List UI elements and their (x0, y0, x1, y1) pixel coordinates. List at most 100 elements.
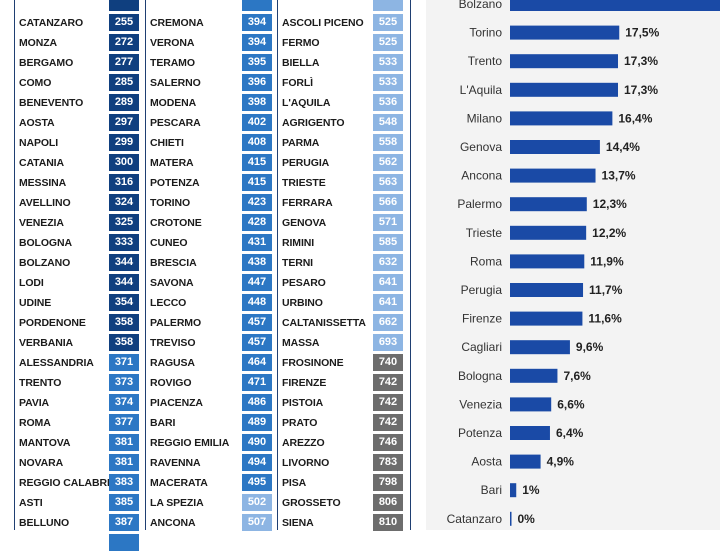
bar-category-label: Genova (460, 140, 502, 154)
value-cell: 289 (109, 94, 139, 111)
city-name: MODENA (150, 97, 197, 109)
value-cell: 525 (373, 34, 403, 51)
table-row: FIRENZE 742 (277, 373, 411, 393)
table-row: CREMONA 394 (145, 13, 279, 33)
value-cell: 316 (109, 174, 139, 191)
table-row: RIMINI 585 (277, 233, 411, 253)
city-name: LODI (19, 277, 44, 289)
table-row: TERAMO 395 (145, 53, 279, 73)
table-row: COMO 285 (14, 73, 148, 93)
value-cell: 486 (242, 394, 272, 411)
bar-category-label: Aosta (471, 455, 502, 469)
value-cell: 525 (373, 14, 403, 31)
bar-value-label: 7,6% (563, 369, 591, 383)
city-name: ASCOLI PICENO (282, 17, 364, 29)
table-row: TORINO 423 (145, 193, 279, 213)
city-name: PARMA (282, 137, 320, 149)
value-cell: 641 (373, 274, 403, 291)
value-cell: 395 (242, 54, 272, 71)
city-name: AGRIGENTO (282, 117, 345, 129)
value-cell: 299 (109, 134, 139, 151)
city-name: FIRENZE (282, 377, 327, 389)
city-name: RIMINI (282, 237, 315, 249)
value-cell: 255 (109, 14, 139, 31)
city-name: BENEVENTO (19, 97, 84, 109)
value-cell: 641 (373, 294, 403, 311)
table-row: PISTOIA 742 (277, 393, 411, 413)
city-name: PAVIA (19, 397, 50, 409)
city-name: CALTANISSETTA (282, 317, 366, 329)
table-row: BERGAMO 277 (14, 53, 148, 73)
city-name: TREVISO (150, 337, 196, 349)
table-row: MODENA 398 (145, 93, 279, 113)
bar-value-label: 12,2% (592, 226, 626, 240)
bar (510, 82, 619, 97)
city-name: PISTOIA (282, 397, 324, 409)
value-cell: 806 (373, 494, 403, 511)
table-row: FROSINONE 740 (277, 353, 411, 373)
city-name: SALERNO (150, 77, 201, 89)
chart-panel: Bolzano35,4%Torino17,5%Trento17,3%L'Aqui… (426, 0, 720, 530)
table-row: MATERA 415 (145, 153, 279, 173)
city-name: TERNI (282, 257, 314, 269)
table-row: POTENZA 415 (145, 173, 279, 193)
value-cell: 394 (242, 34, 272, 51)
value-cell: 662 (373, 314, 403, 331)
table-row: PESARO 641 (277, 273, 411, 293)
bar (510, 311, 583, 326)
city-name: AREZZO (282, 437, 325, 449)
table-row: UDINE 354 (14, 293, 148, 313)
value-cell: 354 (109, 294, 139, 311)
bar-category-label: Torino (469, 26, 502, 40)
value-cell: 571 (373, 214, 403, 231)
bar-category-label: Venezia (459, 397, 502, 411)
value-cell: 272 (109, 34, 139, 51)
table-row: MACERATA 495 (145, 473, 279, 493)
value-cell: 548 (373, 114, 403, 131)
city-name: VERBANIA (19, 337, 74, 349)
table-row: VERBANIA 358 (14, 333, 148, 353)
city-name: TERAMO (150, 57, 195, 69)
table-row: ANCONA 507 (145, 513, 279, 533)
city-name: TRENTO (19, 377, 62, 389)
bar (510, 368, 558, 383)
table-row: ASCOLI PICENO 525 (277, 13, 411, 33)
bar-value-label: 1% (522, 483, 540, 497)
table-row: REGGIO CALABRIA 383 (14, 473, 148, 493)
bar-category-label: Potenza (458, 426, 502, 440)
city-name: VENEZIA (19, 217, 64, 229)
value-cell: 494 (242, 454, 272, 471)
city-name: TORINO (150, 197, 191, 209)
table-row: CHIETI 408 (145, 133, 279, 153)
value-cell: 464 (242, 354, 272, 371)
bar-category-label: Trieste (466, 226, 503, 240)
table-row: MANTOVA 381 (14, 433, 148, 453)
table-row: CALTANISSETTA 662 (277, 313, 411, 333)
value-cell: 563 (373, 174, 403, 191)
city-name: PISA (282, 477, 307, 489)
city-name: CATANIA (19, 157, 64, 169)
value-cell: 798 (373, 474, 403, 491)
city-name: PORDENONE (19, 317, 86, 329)
bar-category-label: Bolzano (459, 0, 503, 11)
bar-value-label: 17,5% (625, 26, 659, 40)
value-cell: 387 (109, 514, 139, 531)
city-name: ALESSANDRIA (19, 357, 94, 369)
city-name: POTENZA (150, 177, 200, 189)
table-row: URBINO 641 (277, 293, 411, 313)
bar-category-label: Milano (467, 111, 503, 125)
value-cell: 471 (242, 374, 272, 391)
table-row: GENOVA 571 (277, 213, 411, 233)
value-cell: 385 (109, 494, 139, 511)
table-row: PAVIA 374 (14, 393, 148, 413)
table-row (145, 0, 279, 13)
value-cell: 740 (373, 354, 403, 371)
table-row: PIACENZA 486 (145, 393, 279, 413)
table-row: ALESSANDRIA 371 (14, 353, 148, 373)
city-name: GENOVA (282, 217, 327, 229)
value-cell (373, 0, 403, 11)
table-row: VERONA 394 (145, 33, 279, 53)
city-name: PERUGIA (282, 157, 330, 169)
value-cell: 398 (242, 94, 272, 111)
table-row: PRATO 742 (277, 413, 411, 433)
